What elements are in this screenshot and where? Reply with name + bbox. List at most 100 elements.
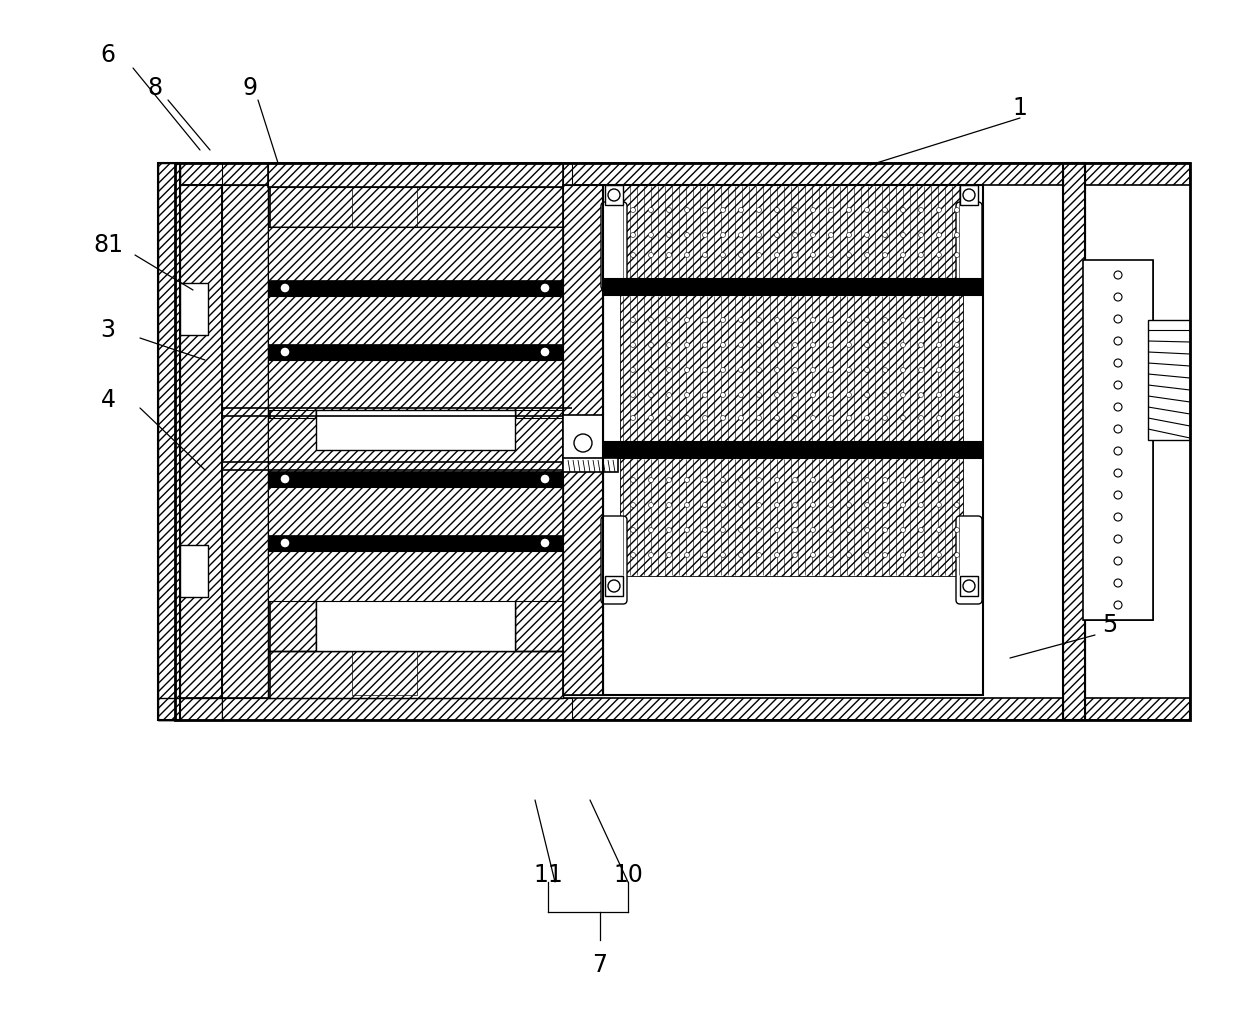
Circle shape [630, 393, 635, 398]
Circle shape [919, 317, 924, 322]
Circle shape [720, 367, 725, 372]
Circle shape [847, 317, 852, 322]
Circle shape [1114, 579, 1122, 587]
Circle shape [864, 317, 869, 322]
Circle shape [684, 478, 689, 483]
Circle shape [720, 253, 725, 258]
Circle shape [756, 502, 761, 507]
Bar [316, 227, 515, 651]
Circle shape [811, 528, 816, 533]
Circle shape [864, 415, 869, 420]
Bar [268, 227, 316, 651]
Circle shape [684, 232, 689, 237]
Circle shape [703, 253, 708, 258]
Bar [268, 418, 563, 473]
Circle shape [720, 317, 725, 322]
Circle shape [955, 528, 960, 533]
Circle shape [720, 208, 725, 213]
Circle shape [667, 552, 672, 558]
Bar [960, 185, 978, 205]
Bar [268, 296, 563, 346]
Bar [563, 415, 603, 463]
Circle shape [864, 343, 869, 348]
Circle shape [775, 232, 780, 237]
Circle shape [667, 343, 672, 348]
Text: 5: 5 [1102, 613, 1117, 637]
Bar [603, 279, 983, 295]
Circle shape [955, 415, 960, 420]
Circle shape [684, 552, 689, 558]
Bar [180, 185, 222, 698]
Circle shape [864, 367, 869, 372]
Circle shape [900, 478, 905, 483]
Circle shape [883, 552, 888, 558]
Circle shape [919, 367, 924, 372]
Circle shape [756, 317, 761, 322]
Circle shape [539, 347, 551, 357]
Circle shape [955, 232, 960, 237]
Text: 10: 10 [613, 863, 642, 887]
Circle shape [649, 317, 653, 322]
Circle shape [739, 367, 744, 372]
Circle shape [883, 232, 888, 237]
Bar [175, 163, 1190, 185]
Bar [563, 458, 618, 472]
Circle shape [280, 538, 290, 548]
Circle shape [684, 343, 689, 348]
Bar [268, 280, 563, 296]
Circle shape [936, 317, 941, 322]
Circle shape [828, 343, 833, 348]
Circle shape [756, 478, 761, 483]
Circle shape [864, 208, 869, 213]
Bar [603, 185, 983, 695]
Circle shape [936, 478, 941, 483]
Circle shape [756, 393, 761, 398]
Circle shape [280, 283, 290, 293]
Circle shape [756, 343, 761, 348]
Circle shape [792, 317, 797, 322]
Circle shape [883, 253, 888, 258]
Circle shape [792, 415, 797, 420]
Circle shape [649, 502, 653, 507]
Bar [180, 545, 208, 597]
Circle shape [720, 415, 725, 420]
Circle shape [739, 502, 744, 507]
Circle shape [1114, 447, 1122, 455]
Circle shape [684, 528, 689, 533]
Circle shape [649, 253, 653, 258]
Text: 11: 11 [533, 863, 563, 887]
Circle shape [811, 317, 816, 322]
Circle shape [739, 343, 744, 348]
Text: 81: 81 [93, 233, 123, 257]
Circle shape [775, 343, 780, 348]
Bar [620, 295, 963, 443]
Circle shape [811, 478, 816, 483]
Circle shape [883, 528, 888, 533]
Bar [157, 163, 180, 720]
Circle shape [684, 502, 689, 507]
Bar [268, 535, 563, 551]
Circle shape [739, 552, 744, 558]
Bar [180, 185, 222, 698]
Circle shape [703, 343, 708, 348]
Circle shape [684, 367, 689, 372]
Circle shape [811, 502, 816, 507]
Circle shape [703, 528, 708, 533]
Circle shape [847, 393, 852, 398]
Circle shape [280, 347, 290, 357]
Circle shape [847, 208, 852, 213]
Bar [222, 185, 270, 698]
Circle shape [811, 208, 816, 213]
Circle shape [775, 367, 780, 372]
Bar [268, 487, 563, 537]
Circle shape [936, 232, 941, 237]
Circle shape [792, 502, 797, 507]
Circle shape [847, 415, 852, 420]
Circle shape [811, 253, 816, 258]
Circle shape [630, 502, 635, 507]
Circle shape [667, 478, 672, 483]
Circle shape [667, 317, 672, 322]
Circle shape [883, 393, 888, 398]
Circle shape [847, 253, 852, 258]
Text: 4: 4 [100, 388, 115, 412]
